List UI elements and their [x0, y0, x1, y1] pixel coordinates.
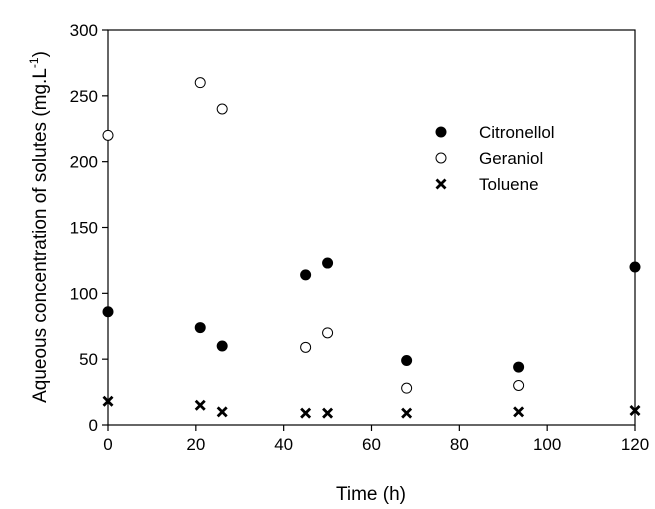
y-tick-label: 250 [70, 87, 98, 106]
legend-label-citronellol: Citronellol [479, 123, 555, 142]
citronellol-point [300, 269, 312, 281]
toluene-point [322, 407, 334, 419]
legend-label-toluene: Toluene [479, 175, 539, 194]
legend-marker-toluene [435, 178, 447, 190]
y-axis-title-main: Aqueous concentration of solutes (mg.L [30, 68, 51, 403]
x-tick-label: 80 [450, 435, 469, 454]
geraniol-point [216, 103, 228, 115]
x-tick-label: 120 [621, 435, 649, 454]
y-axis-title: Aqueous concentration of solutes (mg.L-1… [27, 51, 51, 403]
legend: Citronellol Geraniol Toluene [435, 123, 555, 194]
citronellol-point [194, 322, 206, 334]
y-tick-label: 200 [70, 153, 98, 172]
y-axis-title-close: ) [30, 51, 51, 57]
toluene-point [401, 407, 413, 419]
citronellol-point [401, 354, 413, 366]
geraniol-point [401, 382, 413, 394]
geraniol-point [102, 129, 114, 141]
y-tick-label: 100 [70, 284, 98, 303]
y-tick-label: 300 [70, 21, 98, 40]
citronellol-point [513, 361, 525, 373]
geraniol-point [300, 341, 312, 353]
axis-ticks [102, 29, 636, 431]
citronellol-point [322, 257, 334, 269]
x-axis-title: Time (h) [336, 484, 406, 505]
toluene-point [194, 399, 206, 411]
x-tick-label: 100 [533, 435, 561, 454]
geraniol-point [513, 380, 525, 391]
legend-label-geraniol: Geraniol [479, 149, 543, 168]
citronellol-point [216, 340, 228, 352]
data-points [102, 77, 641, 419]
toluene-point [513, 406, 525, 418]
toluene-point [629, 405, 641, 417]
x-tick-label: 60 [362, 435, 381, 454]
toluene-point [300, 407, 312, 419]
x-tick-label: 20 [186, 435, 205, 454]
axis-tick-labels: 0 20 40 60 80 100 120 0 50 100 150 200 250 300 [70, 21, 650, 454]
plot-frame [107, 29, 636, 426]
geraniol-point [194, 77, 206, 89]
y-tick-label: 50 [79, 350, 98, 369]
citronellol-point [102, 306, 114, 318]
toluene-point [216, 406, 228, 418]
legend-marker-geraniol [435, 152, 447, 164]
citronellol-point [629, 261, 641, 273]
y-tick-label: 150 [70, 219, 98, 238]
legend-marker-citronellol [435, 126, 447, 138]
x-tick-label: 0 [103, 435, 112, 454]
y-tick-label: 0 [89, 416, 98, 435]
geraniol-point [322, 327, 334, 339]
x-tick-label: 40 [274, 435, 293, 454]
toluene-point [102, 395, 114, 407]
y-axis-title-superscript: -1 [27, 57, 41, 68]
